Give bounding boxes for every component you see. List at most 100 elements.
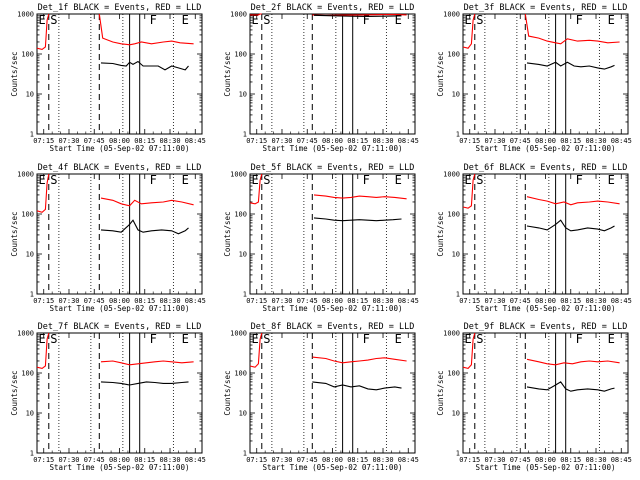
y-tick-label: 10 — [26, 410, 34, 418]
event-marker-f-2: F — [576, 332, 583, 346]
x-tick-label: 08:30 — [159, 456, 180, 464]
x-tick-label: 08:00 — [322, 456, 343, 464]
x-tick-label: 07:15 — [459, 456, 480, 464]
y-tick-label: 10 — [26, 91, 34, 99]
x-axis-label: Start Time (05-Sep-02 07:11:00) — [476, 144, 616, 153]
y-tick-label: 100 — [447, 51, 460, 59]
y-tick-label: 1 — [30, 291, 34, 299]
plot-frame — [249, 13, 416, 135]
y-tick-label: 1000 — [443, 171, 460, 179]
plot-frame — [249, 173, 416, 295]
panel-2: Det_2f BLACK = Events, RED = LLD 1 10 100 10… — [223, 3, 419, 153]
event-marker-s-1: S — [50, 332, 57, 346]
lld-series-line — [462, 173, 476, 209]
panel-6: Det_6f BLACK = Events, RED = LLD 1 10 100 10… — [436, 163, 632, 313]
plot-frame — [36, 332, 203, 454]
plot-frame — [36, 173, 203, 295]
y-axis-label: Counts/sec — [10, 211, 19, 256]
y-tick-label: 100 — [447, 211, 460, 219]
event-marker-f-2: F — [150, 332, 157, 346]
x-tick-label: 08:00 — [322, 297, 343, 305]
lld-series-line — [100, 360, 194, 366]
x-tick-label: 08:30 — [585, 456, 606, 464]
x-tick-label: 08:30 — [159, 297, 180, 305]
event-marker-e-0: E — [39, 332, 46, 346]
y-axis-label: Counts/sec — [10, 51, 19, 96]
x-tick-label: 07:45 — [84, 297, 105, 305]
y-axis-label: Counts/sec — [223, 211, 232, 256]
x-tick-label: 07:45 — [510, 297, 531, 305]
y-tick-label: 100 — [447, 370, 460, 378]
events-series-line — [313, 217, 402, 222]
x-tick-label: 07:30 — [58, 137, 79, 145]
x-axis-label: Start Time (05-Sep-02 07:11:00) — [50, 463, 190, 472]
x-tick-label: 07:45 — [510, 456, 531, 464]
x-tick-label: 08:30 — [372, 137, 393, 145]
event-marker-e-0: E — [465, 13, 472, 27]
x-tick-label: 07:15 — [459, 297, 480, 305]
y-tick-label: 10 — [452, 410, 460, 418]
x-tick-label: 08:45 — [611, 456, 632, 464]
lld-series-line — [249, 332, 263, 368]
x-tick-label: 07:30 — [484, 297, 505, 305]
event-marker-e-3: E — [182, 173, 189, 187]
x-tick-label: 08:15 — [560, 297, 581, 305]
x-tick-label: 08:45 — [185, 297, 206, 305]
panel-title: Det_6f BLACK = Events, RED = LLD — [464, 163, 628, 173]
x-tick-label: 08:45 — [398, 137, 419, 145]
panel-title: Det_4f BLACK = Events, RED = LLD — [38, 163, 202, 173]
y-tick-label: 10 — [239, 251, 247, 259]
event-marker-s-1: S — [263, 332, 270, 346]
x-tick-label: 07:30 — [271, 297, 292, 305]
event-marker-s-1: S — [476, 332, 483, 346]
lld-series-line — [312, 356, 407, 364]
y-axis-label: Counts/sec — [223, 51, 232, 96]
event-marker-f-2: F — [363, 13, 370, 27]
plot-frame — [462, 173, 629, 295]
lld-series-line — [98, 13, 194, 46]
lld-series-line — [36, 332, 50, 369]
panel-title: Det_8f BLACK = Events, RED = LLD — [251, 322, 415, 332]
y-tick-label: 100 — [234, 51, 247, 59]
panel-9: Det_9f BLACK = Events, RED = LLD 1 10 100 10… — [436, 322, 632, 472]
y-tick-label: 1000 — [443, 11, 460, 19]
event-marker-f-2: F — [576, 13, 583, 27]
event-marker-e-0: E — [252, 173, 259, 187]
panel-title: Det_3f BLACK = Events, RED = LLD — [464, 3, 628, 13]
x-tick-label: 08:45 — [611, 137, 632, 145]
event-marker-s-1: S — [50, 13, 57, 27]
x-tick-label: 07:30 — [271, 137, 292, 145]
y-tick-label: 1 — [243, 131, 247, 139]
lld-series-line — [100, 197, 194, 207]
events-series-line — [100, 60, 189, 71]
x-tick-label: 07:45 — [84, 137, 105, 145]
events-series-line — [100, 219, 189, 235]
plot-frame — [249, 332, 416, 454]
y-tick-label: 1000 — [17, 11, 34, 19]
event-marker-s-1: S — [50, 173, 57, 187]
x-axis-label: Start Time (05-Sep-02 07:11:00) — [476, 463, 616, 472]
panel-title: Det_2f BLACK = Events, RED = LLD — [251, 3, 415, 13]
x-tick-label: 08:30 — [585, 137, 606, 145]
y-tick-label: 1 — [456, 450, 460, 458]
panel-1: Det_1f BLACK = Events, RED = LLD 1 10 100 10… — [10, 3, 206, 153]
y-axis-label: Counts/sec — [10, 370, 19, 415]
plot-frame — [36, 13, 203, 135]
y-axis-label: Counts/sec — [223, 370, 232, 415]
x-tick-label: 07:30 — [484, 456, 505, 464]
y-tick-label: 1000 — [443, 330, 460, 338]
x-tick-label: 07:30 — [58, 297, 79, 305]
y-tick-label: 1000 — [230, 330, 247, 338]
panel-3: Det_3f BLACK = Events, RED = LLD 1 10 100 10… — [436, 3, 632, 153]
x-tick-label: 07:45 — [297, 297, 318, 305]
plot-frame — [462, 13, 629, 135]
y-tick-label: 10 — [239, 410, 247, 418]
lld-series-line — [526, 358, 620, 366]
x-tick-label: 07:45 — [84, 456, 105, 464]
event-marker-e-0: E — [465, 173, 472, 187]
event-marker-e-3: E — [608, 13, 615, 27]
x-axis-label: Start Time (05-Sep-02 07:11:00) — [50, 144, 190, 153]
x-tick-label: 08:15 — [134, 456, 155, 464]
events-series-line — [100, 381, 189, 386]
y-tick-label: 1000 — [17, 171, 34, 179]
